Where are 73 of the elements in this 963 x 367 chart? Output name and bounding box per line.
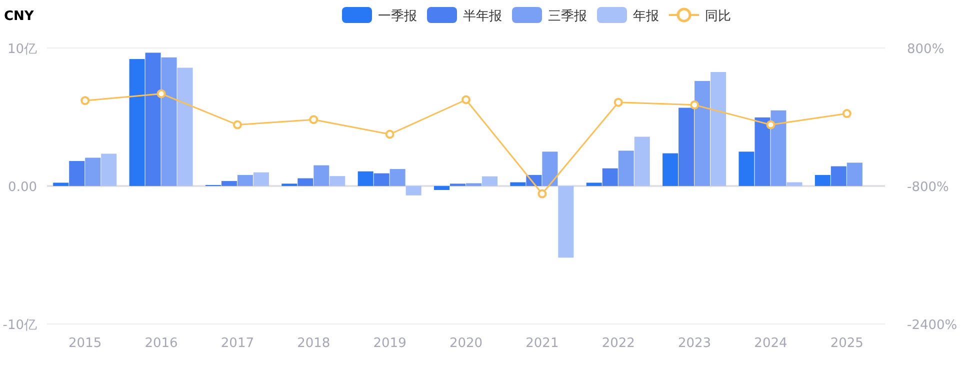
- point: [462, 95, 470, 104]
- y-tick-label: -10亿: [2, 318, 37, 333]
- x-tick-label: 2019: [373, 336, 406, 351]
- bar: [69, 161, 85, 186]
- point: [538, 189, 547, 198]
- y2-tick-label: -800%: [907, 180, 949, 195]
- x-tick-label: 2017: [220, 336, 254, 351]
- bar: [253, 172, 269, 186]
- bar: [602, 168, 618, 186]
- bar: [482, 176, 498, 186]
- x-tick-label: 2018: [297, 336, 330, 351]
- x-tick-label: 2021: [526, 336, 559, 351]
- bar: [542, 152, 558, 186]
- point: [156, 89, 166, 98]
- point: [80, 96, 90, 106]
- x-tick-label: 2015: [68, 336, 102, 351]
- point: [614, 98, 623, 107]
- bar: [390, 169, 406, 186]
- bar: [85, 158, 101, 186]
- bar: [710, 72, 726, 186]
- bar: [586, 182, 602, 186]
- x-tick-label: 2016: [144, 336, 178, 351]
- bar: [145, 52, 161, 186]
- x-tick-label: 2023: [678, 336, 712, 351]
- bar: [406, 186, 422, 196]
- legend-label: 三季报: [548, 9, 587, 24]
- point: [766, 120, 776, 130]
- bar: [678, 108, 694, 186]
- bar: [634, 136, 650, 186]
- bar: [101, 154, 117, 186]
- x-tick-label: 2022: [602, 336, 635, 351]
- bar: [330, 176, 346, 186]
- point: [385, 130, 394, 139]
- point: [232, 120, 242, 130]
- bar: [662, 153, 678, 186]
- point: [690, 100, 700, 110]
- bar: [53, 182, 69, 186]
- bar: [314, 165, 330, 186]
- x-tick-label: 2020: [449, 336, 483, 351]
- x-tick-label: 2024: [754, 336, 788, 351]
- bar: [738, 152, 754, 186]
- bar: [510, 182, 526, 186]
- bar: [129, 59, 145, 186]
- bar: [466, 183, 482, 186]
- bar: [161, 57, 177, 186]
- text: CNY: [4, 9, 34, 24]
- legend-label: 半年报: [463, 9, 502, 24]
- point: [842, 109, 852, 118]
- x-tick-label: 2025: [830, 336, 864, 351]
- bar: [754, 117, 770, 186]
- bar: [558, 186, 574, 258]
- bar: [434, 186, 450, 190]
- bar: [221, 181, 237, 186]
- bar: [830, 166, 846, 186]
- y2-tick-label: 800%: [907, 42, 944, 57]
- bar: [814, 174, 830, 186]
- bar: [374, 173, 390, 186]
- y2-tick-label: -2400%: [907, 318, 958, 333]
- bar: [177, 68, 193, 186]
- bar: [770, 110, 786, 186]
- bar: [694, 80, 710, 186]
- legend-label: 一季报: [378, 9, 417, 24]
- bar: [358, 171, 374, 186]
- legend-label: 年报: [633, 9, 659, 24]
- legend-label: 同比: [705, 9, 731, 24]
- bar: [846, 162, 862, 186]
- y-tick-label: 10亿: [7, 42, 37, 57]
- bar: [237, 174, 253, 186]
- y-tick-label: 0.00: [8, 180, 37, 195]
- bar: [786, 182, 802, 186]
- point: [309, 115, 318, 124]
- bar: [298, 178, 314, 186]
- bar: [618, 150, 634, 186]
